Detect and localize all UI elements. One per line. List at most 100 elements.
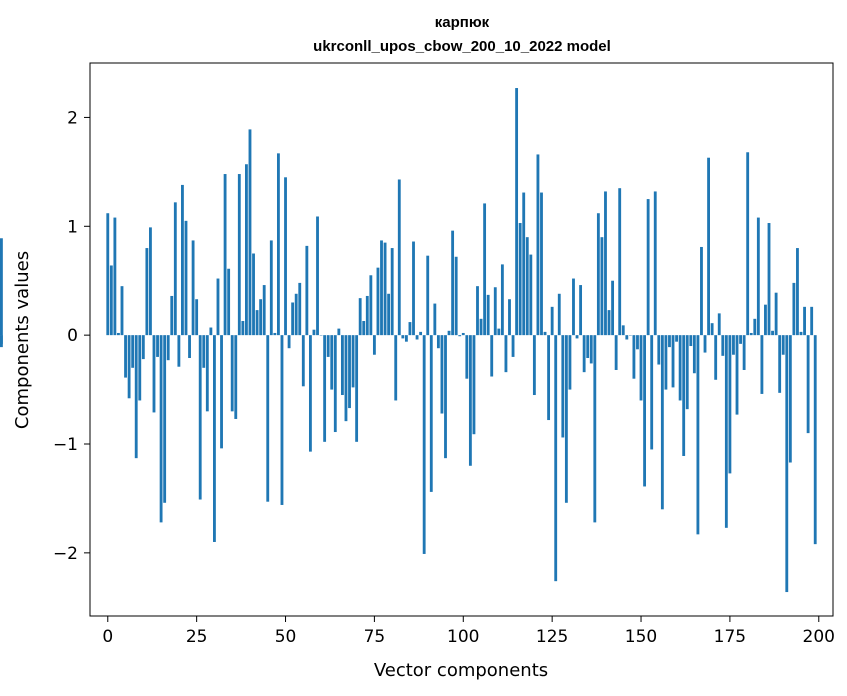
- bar: [806, 335, 810, 434]
- bar: [404, 335, 408, 342]
- bar: [216, 278, 220, 336]
- bar: [472, 335, 476, 435]
- bar: [301, 335, 305, 387]
- y-tick-label: 2: [67, 108, 78, 128]
- bar: [543, 331, 547, 336]
- bar: [486, 294, 490, 336]
- bar: [454, 256, 458, 336]
- bar: [500, 264, 504, 336]
- bar: [685, 335, 689, 410]
- bar: [703, 335, 707, 353]
- x-tick-label: 25: [186, 627, 208, 647]
- bar: [728, 335, 732, 474]
- y-axis-ticks: −2 −1 0 1 2: [53, 108, 90, 564]
- bar: [714, 335, 718, 380]
- bar: [724, 335, 728, 528]
- bar: [273, 332, 277, 336]
- bar: [362, 320, 366, 336]
- bar: [468, 335, 472, 466]
- bar: [579, 285, 583, 336]
- bar: [280, 335, 284, 505]
- bar: [234, 335, 238, 419]
- bar: [408, 322, 412, 336]
- bar: [220, 335, 223, 449]
- bar: [518, 223, 522, 336]
- bar: [159, 335, 163, 523]
- bar: [596, 213, 600, 336]
- bar: [440, 335, 444, 414]
- bar: [490, 335, 494, 377]
- bar: [124, 335, 127, 378]
- bar: [515, 88, 519, 336]
- bar: [600, 237, 604, 336]
- bar: [209, 327, 213, 336]
- bar: [668, 335, 671, 348]
- bar: [287, 335, 291, 349]
- bar: [387, 293, 391, 336]
- bar: [799, 331, 803, 336]
- bar: [380, 240, 383, 336]
- bar: [369, 275, 373, 336]
- bar: [141, 335, 145, 360]
- y-tick-label: 0: [67, 326, 78, 346]
- bar: [682, 335, 686, 456]
- bar: [625, 335, 629, 340]
- bar: [451, 230, 455, 336]
- bar: [326, 335, 330, 357]
- bar: [177, 335, 181, 367]
- bar: [540, 192, 543, 336]
- bar: [753, 318, 757, 336]
- bar: [554, 335, 558, 582]
- bar: [163, 335, 167, 503]
- bar: [401, 335, 405, 339]
- bar: [173, 202, 177, 336]
- bar: [284, 177, 287, 336]
- bar: [664, 335, 668, 390]
- bar: [586, 335, 590, 359]
- bar: [632, 335, 636, 379]
- bar: [614, 335, 618, 370]
- bar: [223, 174, 227, 336]
- bar: [269, 240, 273, 336]
- y-tick-label: 1: [67, 217, 78, 237]
- bar: [330, 335, 334, 390]
- bar: [589, 335, 593, 364]
- bar: [181, 184, 184, 336]
- bar: [561, 335, 565, 438]
- bar: [707, 157, 710, 336]
- bar: [639, 335, 643, 401]
- bar: [618, 188, 622, 336]
- bar: [365, 295, 369, 336]
- x-tick-label: 150: [625, 627, 657, 647]
- bar: [117, 332, 120, 336]
- bar: [810, 306, 814, 336]
- bar: [643, 335, 647, 487]
- bar: [465, 335, 469, 379]
- bar: [749, 332, 753, 336]
- bar: [308, 335, 312, 452]
- bar: [170, 295, 174, 336]
- bar: [390, 248, 394, 336]
- bar: [156, 335, 159, 357]
- bar: [447, 330, 451, 336]
- bar: [646, 199, 650, 336]
- bar: [291, 302, 295, 336]
- bar: [582, 335, 586, 373]
- bar: [415, 335, 419, 340]
- bar: [227, 268, 231, 336]
- bar: [476, 286, 479, 336]
- bar: [358, 298, 362, 336]
- bar: [106, 213, 110, 336]
- bar: [138, 335, 142, 401]
- bar: [436, 335, 440, 349]
- bar: [660, 335, 664, 510]
- bar: [244, 164, 248, 336]
- bar: [152, 335, 156, 413]
- bar: [650, 335, 654, 450]
- bar: [195, 299, 199, 336]
- bar: [316, 216, 319, 336]
- bar: [294, 293, 298, 336]
- bar: [394, 335, 398, 401]
- bar: [657, 335, 661, 365]
- bar: [351, 335, 355, 388]
